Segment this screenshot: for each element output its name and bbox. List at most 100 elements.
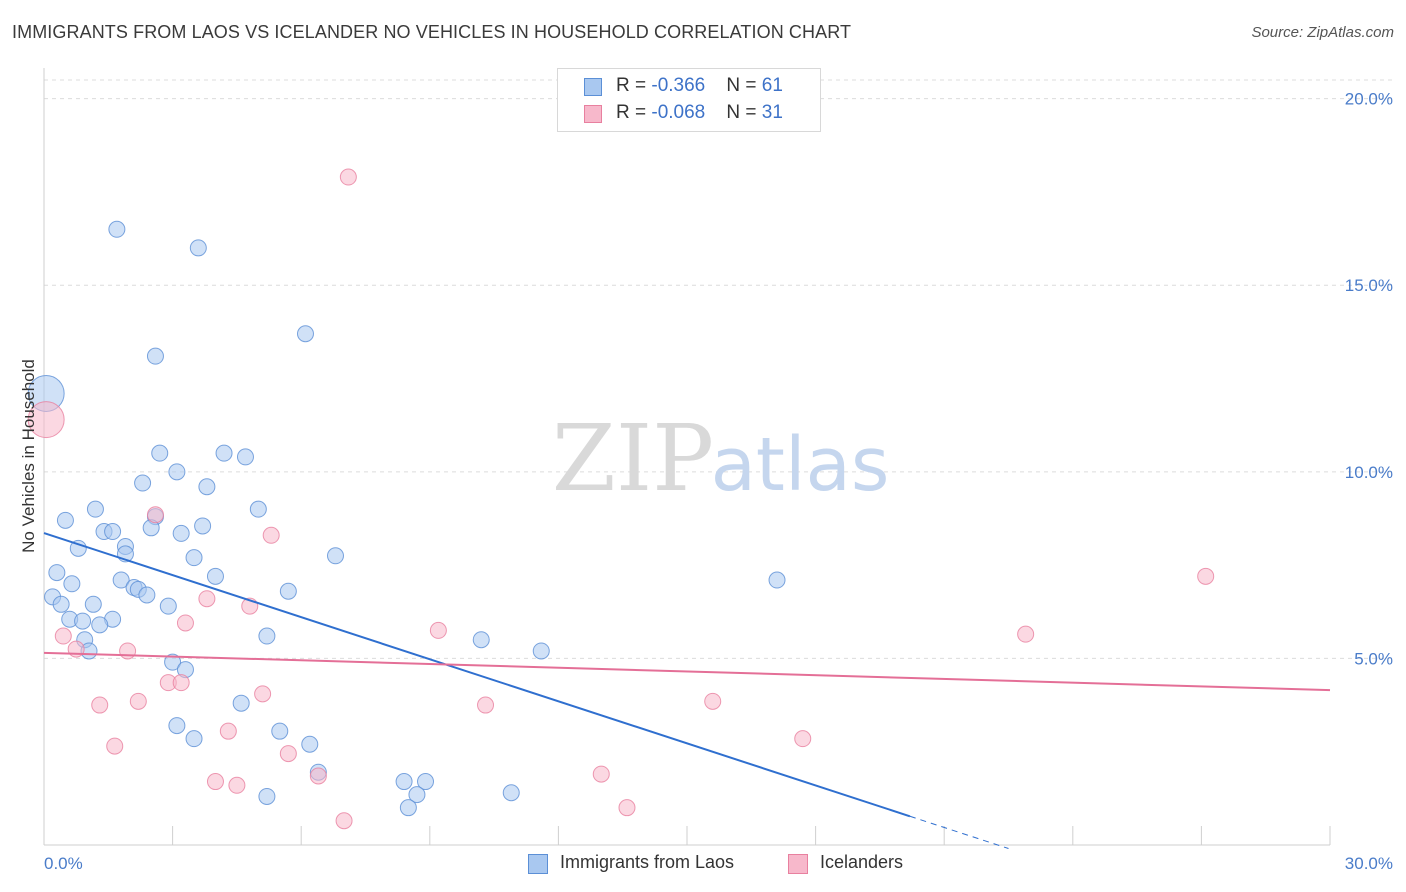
icelander-point — [592, 765, 610, 783]
icelander-point — [172, 674, 190, 692]
x-tick-label: 0.0% — [44, 854, 83, 873]
laos-point — [185, 730, 203, 748]
watermark: ZIP atlas — [552, 405, 890, 512]
chart-title: IMMIGRANTS FROM LAOS VS ICELANDER NO VEH… — [12, 22, 852, 42]
legend-n-label: N = — [726, 102, 762, 123]
y-tick-label: 15.0% — [1345, 276, 1393, 295]
icelander-point — [254, 685, 272, 703]
laos-point — [104, 523, 122, 541]
trend-layer — [43, 532, 1331, 849]
laos-point — [258, 787, 276, 805]
laos-point — [138, 586, 156, 604]
laos-point — [301, 735, 319, 753]
icelander-point — [106, 737, 124, 755]
source-credit: Source: ZipAtlas.com — [1251, 24, 1394, 41]
bottom-legend-swatch-laos — [528, 854, 548, 874]
legend-r-value: -0.366 — [651, 75, 706, 96]
bottom-legend-label-icelanders: Icelanders — [820, 852, 904, 872]
laos-point — [84, 595, 102, 613]
icelander-point — [228, 776, 246, 794]
laos-point — [279, 582, 297, 600]
legend-swatch-icelanders — [584, 105, 602, 123]
laos-point — [408, 786, 426, 804]
laos-point — [249, 500, 267, 518]
watermark-zip: ZIP — [552, 405, 714, 512]
legend-text-icelanders: R = -0.068 N = 31 — [616, 102, 783, 124]
icelander-point — [262, 526, 280, 544]
legend-r-label: R = — [616, 75, 652, 96]
laos-point — [108, 220, 126, 238]
laos-point — [172, 524, 190, 542]
laos-trend-extension — [909, 815, 1009, 849]
icelander-point — [309, 767, 327, 785]
laos-point — [395, 773, 413, 791]
icelander-point — [54, 627, 72, 645]
bottom-legend-swatch-icelanders — [788, 854, 808, 874]
grid-layer — [44, 79, 1392, 659]
icelander-point — [1017, 625, 1035, 643]
laos-trend-line — [43, 532, 911, 818]
icelander-trend-line — [43, 651, 1331, 692]
legend-r-label: R = — [616, 102, 652, 123]
laos-point — [159, 597, 177, 615]
icelander-point — [119, 642, 137, 660]
icelander-point — [335, 812, 353, 830]
laos-point — [52, 595, 70, 613]
laos-point — [194, 517, 212, 535]
stats-legend: R = -0.366 N = 61 R = -0.068 N = 31 — [557, 68, 821, 132]
icelander-point — [477, 696, 495, 714]
y-tick-label: 5.0% — [1354, 649, 1393, 668]
watermark-atlas: atlas — [711, 422, 890, 508]
laos-point — [112, 571, 130, 589]
laos-point — [472, 631, 490, 649]
legend-n-label: N = — [726, 75, 762, 96]
icelander-point — [206, 773, 224, 791]
icelander-point — [91, 696, 109, 714]
laos-point — [168, 717, 186, 735]
laos-point — [189, 239, 207, 257]
laos-point — [168, 463, 186, 481]
laos-point — [326, 547, 344, 565]
laos-point — [91, 616, 109, 634]
icelander-point — [198, 590, 216, 608]
laos-point — [48, 564, 66, 582]
laos-point — [74, 612, 92, 630]
laos-point — [232, 694, 250, 712]
points-layer — [27, 168, 1215, 830]
laos-point — [206, 567, 224, 585]
laos-point — [56, 511, 74, 529]
icelander-point — [146, 506, 164, 524]
legend-swatch-laos — [584, 78, 602, 96]
laos-point — [768, 571, 786, 589]
laos-point — [185, 549, 203, 567]
axes-layer: 5.0% 10.0% 15.0% 20.0% 0.0% 30.0% — [43, 68, 1393, 873]
icelander-point — [429, 621, 447, 639]
legend-text-laos: R = -0.366 N = 61 — [616, 75, 783, 97]
laos-point — [417, 773, 435, 791]
icelander-point — [339, 168, 357, 186]
laos-point — [215, 444, 233, 462]
bottom-legend-label-laos: Immigrants from Laos — [560, 852, 735, 872]
laos-point — [69, 539, 87, 557]
laos-point — [258, 627, 276, 645]
laos-point — [296, 325, 314, 343]
laos-point — [502, 784, 520, 802]
y-axis-label: No Vehicles in Household — [19, 359, 38, 553]
icelander-point — [794, 730, 812, 748]
legend-n-value: 31 — [761, 102, 783, 123]
laos-point — [236, 448, 254, 466]
icelander-point — [279, 745, 297, 763]
icelander-point — [219, 722, 237, 740]
legend-n-value: 61 — [761, 75, 783, 96]
legend-r-value: -0.068 — [651, 102, 706, 123]
icelander-point — [704, 692, 722, 710]
laos-point — [134, 474, 152, 492]
laos-point — [63, 575, 81, 593]
laos-point — [86, 500, 104, 518]
icelander-point — [27, 401, 65, 439]
laos-point — [164, 653, 182, 671]
laos-point — [151, 444, 169, 462]
laos-point — [532, 642, 550, 660]
icelander-point — [1197, 567, 1215, 585]
